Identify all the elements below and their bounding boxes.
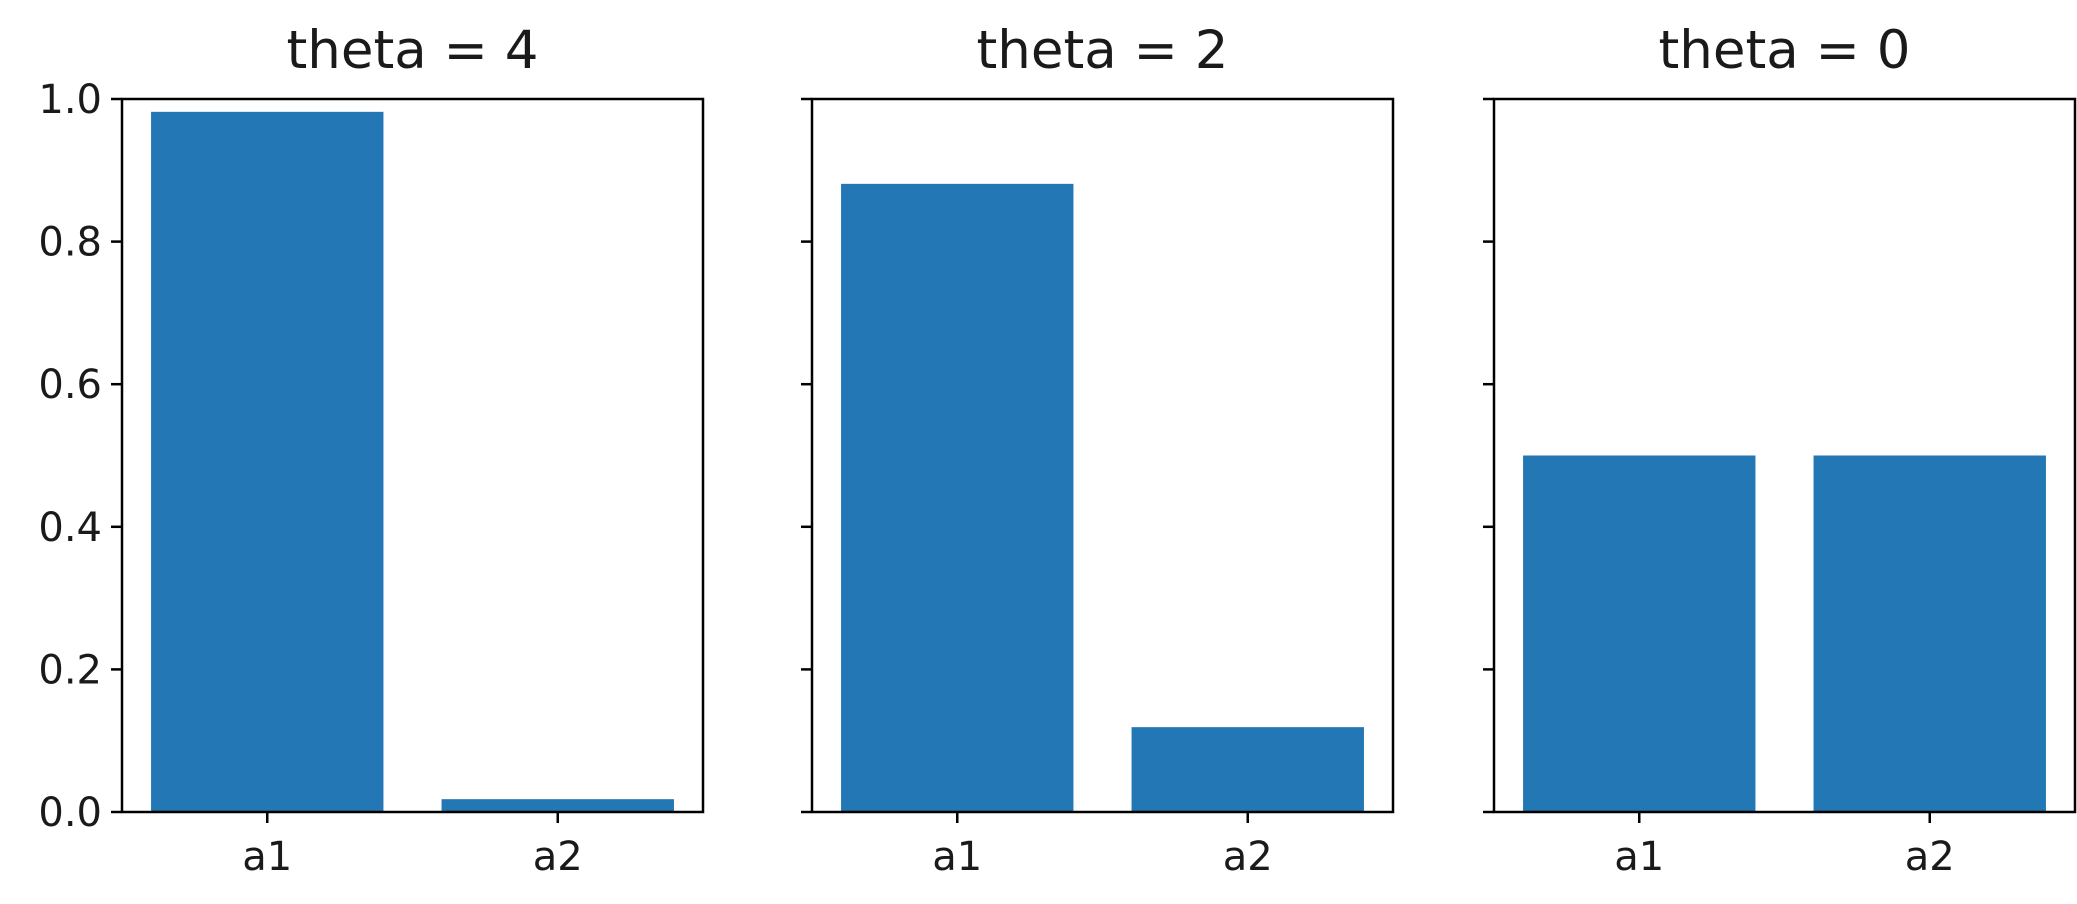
chart-title: theta = 2 xyxy=(976,20,1228,81)
y-tick-label: 0.2 xyxy=(38,647,102,693)
x-tick-label: a1 xyxy=(242,834,292,880)
x-tick-label: a2 xyxy=(1223,834,1273,880)
chart-panel-3: a1 a2 theta = 0 xyxy=(1483,20,2077,880)
y-tick-label: 0.4 xyxy=(38,505,102,551)
bar-a2 xyxy=(441,799,674,812)
chart-title: theta = 4 xyxy=(286,20,538,81)
bar-a1 xyxy=(1523,455,1756,812)
axes-frame xyxy=(1492,97,2077,814)
y-tick-label: 0.0 xyxy=(38,790,102,836)
axes-frame xyxy=(810,97,1395,814)
x-tick-label: a2 xyxy=(533,834,583,880)
x-tick-label: a1 xyxy=(932,834,982,880)
chart-panel-2: a1 a2 theta = 2 xyxy=(801,20,1395,880)
chart-title: theta = 0 xyxy=(1658,20,1910,81)
x-tick-label: a2 xyxy=(1905,834,1955,880)
bar-a1 xyxy=(841,183,1074,813)
bar-a2 xyxy=(1131,727,1364,812)
x-tick-label: a1 xyxy=(1614,834,1664,880)
chart-panel-1: a1 a2 0.0 0.2 0.4 0.6 0.8 1.0 theta = 4 xyxy=(38,20,705,880)
axes-frame xyxy=(120,97,705,814)
bar-a2 xyxy=(1813,455,2046,812)
y-tick-label: 0.6 xyxy=(38,362,102,408)
y-tick-label: 1.0 xyxy=(38,77,102,123)
bar-a1 xyxy=(151,111,384,812)
y-tick-label: 0.8 xyxy=(38,220,102,266)
